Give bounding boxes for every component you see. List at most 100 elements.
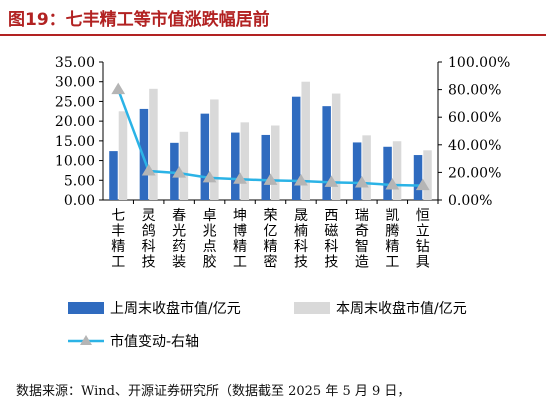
category-label-char: 七 (111, 208, 125, 224)
bar-last-week (170, 142, 179, 200)
bar-this-week (210, 99, 219, 200)
category-label-char: 鸽 (142, 223, 156, 240)
category-label-char: 工 (385, 255, 399, 271)
legend-label-last-week: 上周末收盘市值/亿元 (110, 300, 241, 317)
title-rule (0, 34, 546, 36)
figure-title: 图19：七丰精工等市值涨跌幅居前 (8, 10, 270, 30)
category-label-char: 胶 (203, 254, 217, 271)
category-label-char: 奇 (355, 223, 369, 240)
bar-this-week (392, 141, 402, 200)
line-marker-triangle (385, 177, 400, 190)
legend-marker-change (80, 335, 92, 345)
category-label-char: 科 (142, 239, 156, 255)
line-series-change (117, 89, 423, 187)
category-label-char: 智 (355, 239, 369, 255)
category-label-char: 造 (355, 255, 369, 271)
category-label-char: 磁 (324, 224, 338, 240)
right-tick-label: 80.00% (448, 83, 501, 99)
left-tick-label: 10.00 (55, 154, 95, 170)
bar-last-week (322, 106, 331, 200)
category-label-char: 工 (233, 255, 247, 271)
category-label-char: 技 (142, 255, 156, 271)
source-note: 数据来源：Wind、开源证券研究所（数据截至 2025 年 5 月 9 日， (16, 384, 411, 399)
category-label-char: 精 (233, 239, 247, 255)
bar-last-week (109, 151, 118, 200)
category-label-char: 技 (324, 255, 338, 271)
category-label-char: 瑞 (355, 208, 369, 224)
category-label-char: 药 (172, 239, 186, 255)
category-label-char: 密 (264, 254, 278, 271)
category-label-char: 卓 (203, 208, 217, 224)
line-marker-triangle (172, 166, 187, 178)
category-label-char: 凯 (385, 208, 399, 224)
chart: 0.00 5.00 10.00 15.00 20.00 25.00 30.00 35.00 0.… (55, 55, 510, 350)
bar-this-week (118, 111, 128, 200)
category-label-char: 兆 (203, 224, 217, 240)
legend-label-change: 市值变动-右轴 (110, 333, 199, 350)
line-marker-triangle (141, 164, 156, 176)
left-tick-label: 30.00 (55, 75, 95, 91)
bar-this-week (362, 135, 371, 200)
category-label-char: 精 (111, 239, 125, 255)
legend-swatch-last-week (68, 302, 104, 314)
right-tick-label: 100.00% (448, 55, 510, 71)
line-marker-triangle (233, 172, 247, 184)
bar-this-week (149, 88, 158, 200)
category-label-char: 装 (172, 255, 186, 271)
category-label-char: 博 (233, 223, 247, 240)
bar-last-week (291, 96, 301, 200)
category-label-char: 科 (324, 239, 338, 255)
category-label-char: 精 (264, 239, 278, 255)
bar-this-week (331, 93, 341, 200)
category-label-char: 恒 (416, 208, 430, 224)
category-label-char: 点 (203, 239, 217, 255)
right-tick-label: 40.00% (448, 138, 501, 154)
line-marker-triangle (294, 173, 308, 186)
left-tick-label: 5.00 (64, 173, 95, 189)
bar-last-week (413, 155, 423, 200)
bar-last-week (200, 113, 210, 200)
line-marker-triangle (202, 170, 217, 183)
category-label-char: 具 (416, 255, 430, 271)
bar-last-week (383, 146, 392, 200)
left-tick-label: 15.00 (55, 134, 95, 150)
line-marker-triangle (354, 176, 369, 188)
legend-swatch-this-week (294, 302, 330, 314)
category-label-char: 丰 (111, 224, 125, 240)
category-label-char: 荣 (264, 208, 278, 224)
category-label-char: 光 (172, 224, 186, 240)
category-label-char: 亿 (264, 224, 278, 240)
category-label-char: 工 (111, 255, 125, 271)
bar-last-week (231, 132, 240, 200)
category-label-char: 科 (294, 239, 308, 255)
left-tick-label: 35.00 (55, 55, 95, 71)
category-label-char: 腾 (385, 223, 399, 240)
left-tick-label: 20.00 (55, 114, 95, 130)
category-label-char: 技 (294, 255, 308, 271)
bar-this-week (240, 122, 250, 200)
legend-label-this-week: 本周末收盘市值/亿元 (336, 300, 467, 317)
line-marker-triangle (324, 175, 339, 187)
bar-this-week (423, 150, 432, 200)
category-label-char: 西 (324, 208, 338, 224)
right-tick-label: 60.00% (448, 110, 501, 126)
bar-this-week (271, 125, 280, 200)
line-marker-triangle (415, 178, 430, 191)
category-label-char: 楠 (294, 224, 308, 240)
right-tick-label: 0.00% (448, 193, 492, 209)
line-marker-triangle (263, 173, 278, 185)
bar-this-week (301, 81, 310, 200)
left-tick-label: 25.00 (55, 94, 95, 110)
bar-last-week (352, 142, 362, 200)
category-label-char: 立 (416, 224, 430, 240)
category-label-char: 坤 (233, 208, 247, 224)
category-label-char: 春 (172, 208, 186, 224)
category-label-char: 灵 (142, 208, 156, 224)
left-tick-label: 0.00 (64, 193, 95, 209)
line-marker-triangle (111, 82, 126, 95)
category-label-char: 晟 (294, 208, 308, 224)
bar-last-week (139, 108, 149, 200)
bar-this-week (179, 131, 189, 200)
category-label-char: 精 (385, 239, 399, 255)
right-tick-label: 20.00% (448, 165, 501, 181)
